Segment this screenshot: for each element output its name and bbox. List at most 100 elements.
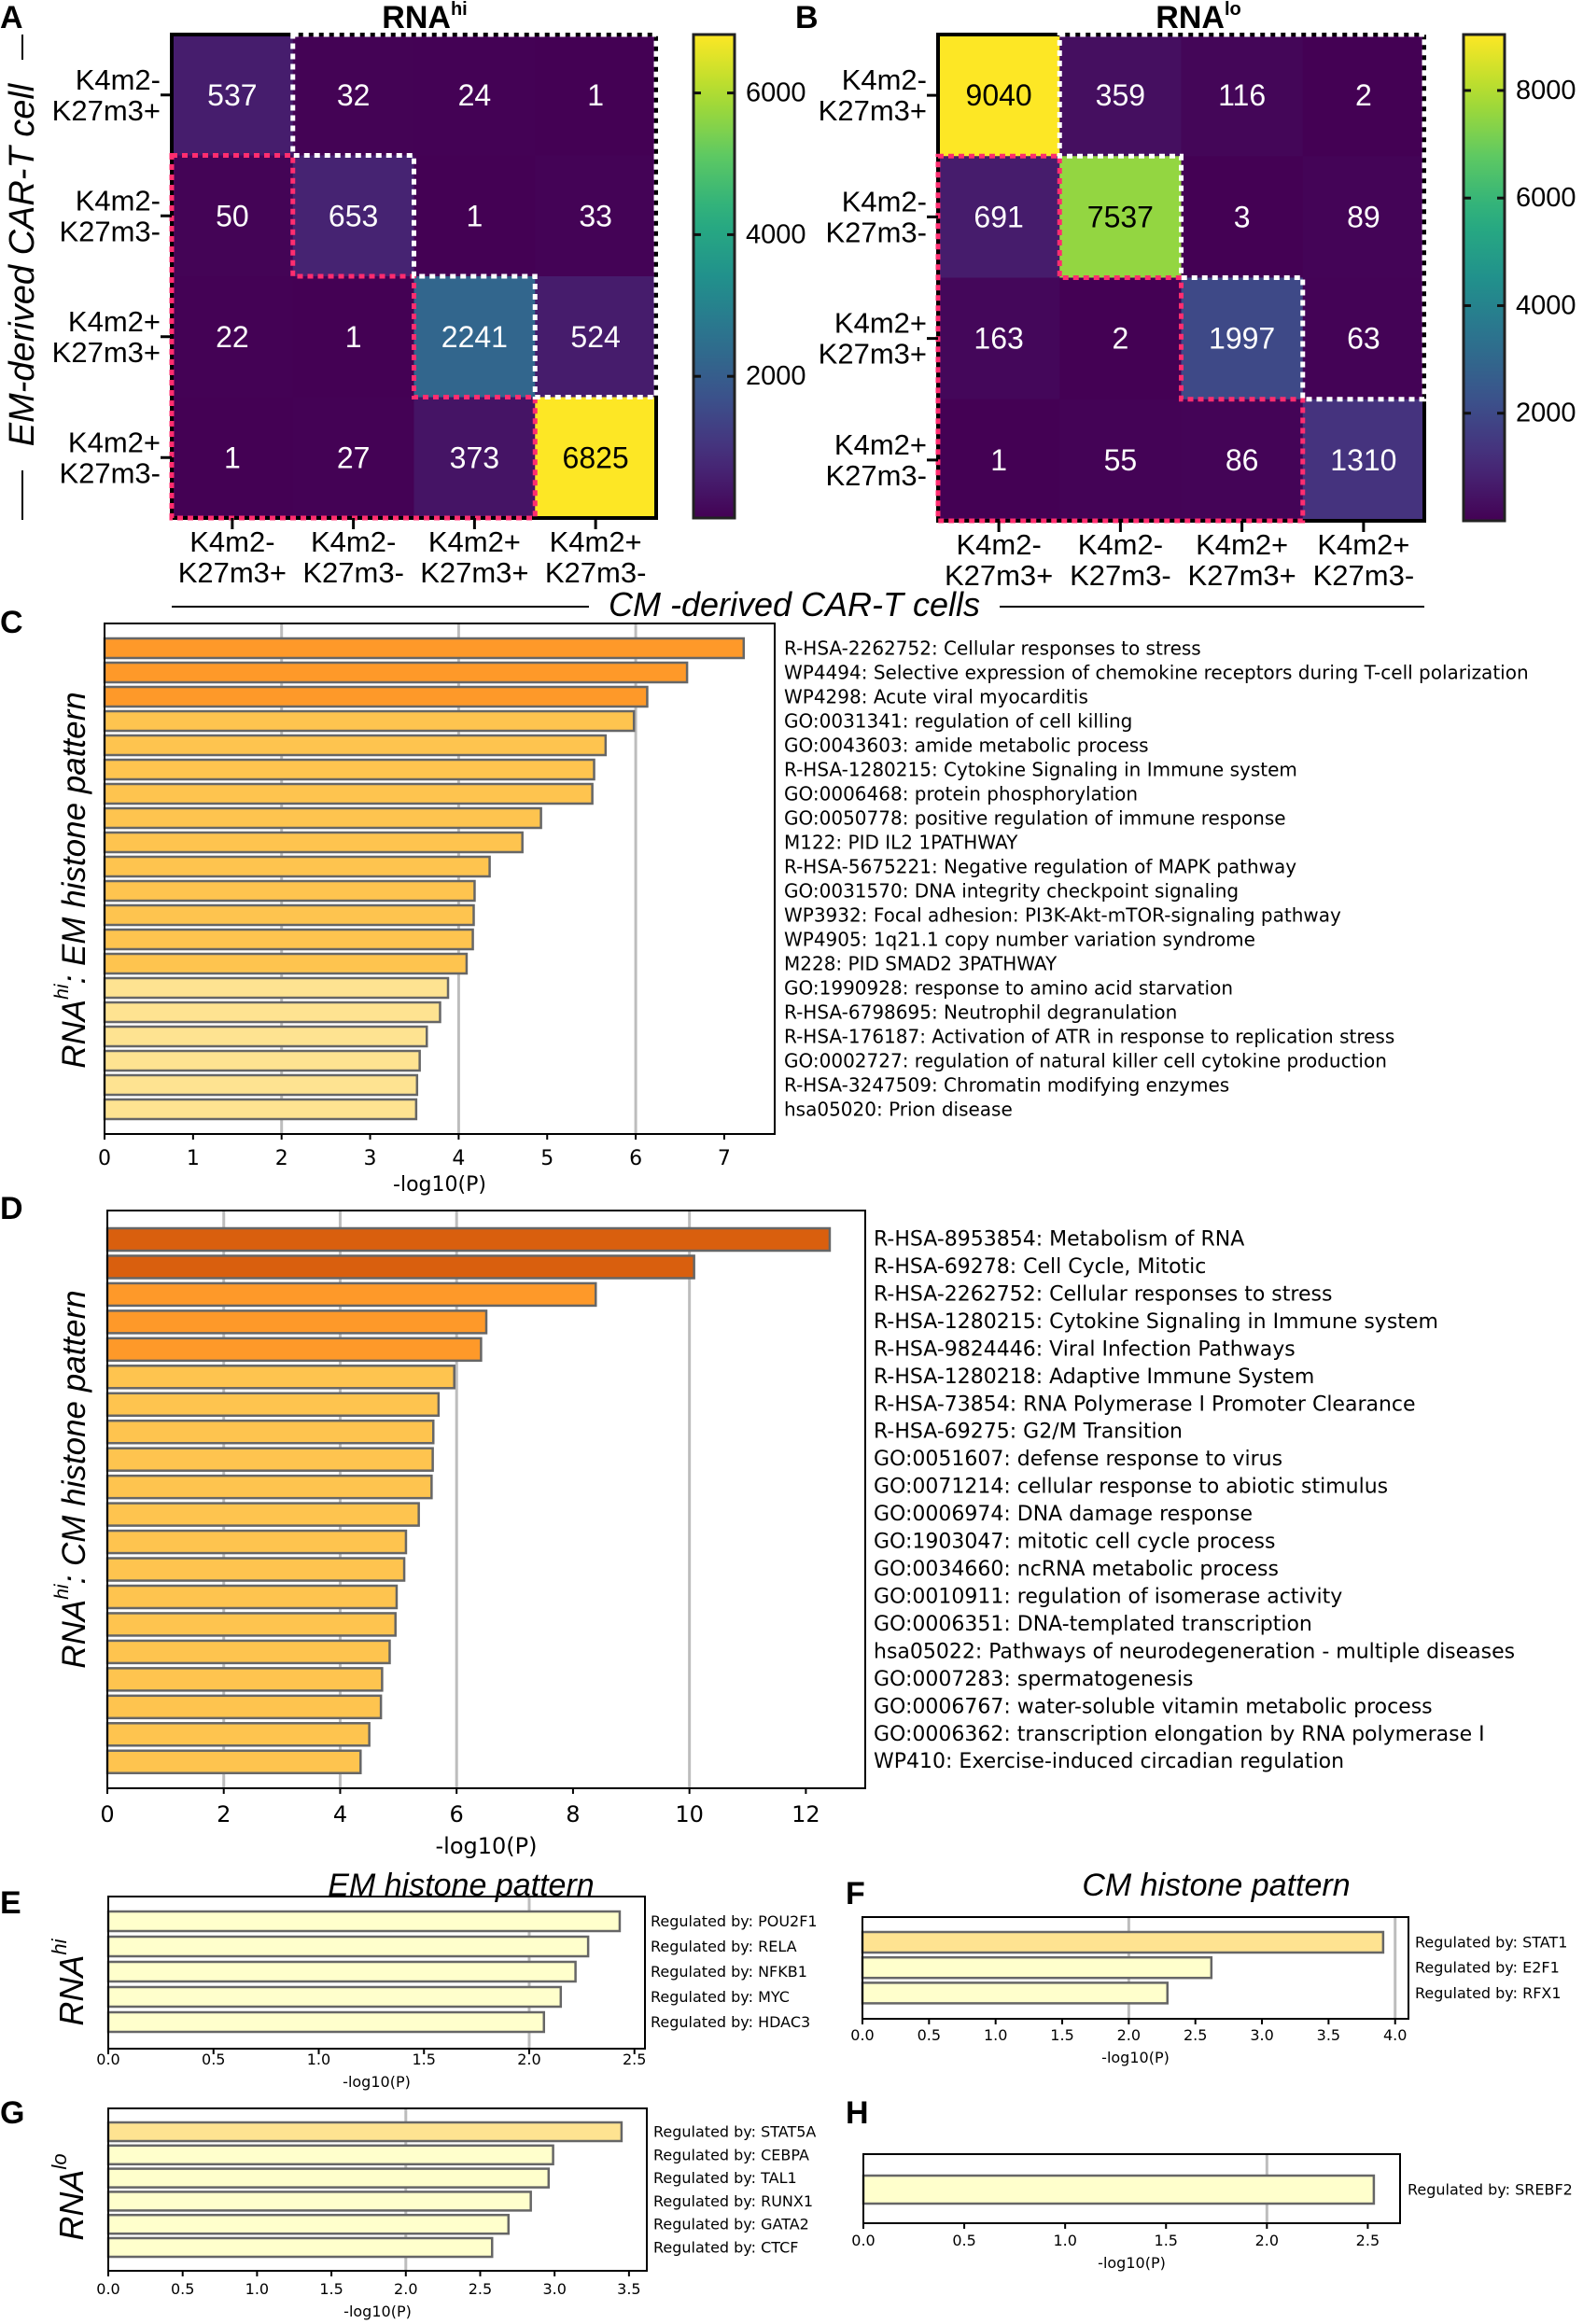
bar bbox=[105, 1337, 483, 1363]
bar bbox=[103, 685, 649, 708]
heatmap-title: RNAlo bbox=[1156, 0, 1240, 35]
axes-frame bbox=[862, 1916, 1409, 2020]
bar-label: GO:0010911: regulation of isomerase acti… bbox=[874, 1585, 1342, 1608]
bar-label: GO:0007283: spermatogenesis bbox=[874, 1668, 1193, 1691]
x-tick-label: 3.5 bbox=[617, 2280, 640, 2298]
row-label: K27m3- bbox=[825, 216, 927, 248]
row-label: K27m3+ bbox=[819, 338, 927, 371]
y-label-superscript: hi bbox=[48, 1938, 71, 1954]
bar bbox=[106, 1935, 590, 1958]
bar bbox=[106, 2213, 511, 2235]
row-label: K4m2- bbox=[76, 184, 161, 217]
y-label-superscript: hi bbox=[51, 983, 73, 1000]
x-tick-label: 1.5 bbox=[1155, 2232, 1178, 2249]
bar-label: Regulated by: CTCF bbox=[653, 2239, 798, 2257]
cell-value: 163 bbox=[974, 322, 1023, 356]
panel-label: D bbox=[0, 1191, 23, 1226]
upper-triangle-outline bbox=[1057, 32, 1427, 402]
bar bbox=[103, 734, 608, 757]
x-axis-label: -log10(P) bbox=[343, 2303, 412, 2320]
heatmap-cell bbox=[1059, 35, 1182, 157]
cell-value: 1 bbox=[587, 78, 604, 112]
cell-value: 1 bbox=[466, 199, 483, 232]
panel-label: E bbox=[0, 1885, 21, 1921]
bar bbox=[861, 1955, 1213, 1980]
bar-label: Regulated by: GATA2 bbox=[653, 2216, 809, 2233]
heatmap-cell bbox=[292, 35, 414, 156]
bar bbox=[105, 1447, 434, 1472]
x-tick-label: 7 bbox=[718, 1147, 731, 1170]
bar bbox=[105, 1667, 384, 1692]
row-label: K27m3+ bbox=[52, 336, 161, 369]
bar-label: Regulated by: MYC bbox=[651, 1988, 790, 2006]
col-label: K4m2- bbox=[311, 525, 396, 558]
cell-value: 6825 bbox=[563, 441, 629, 474]
heatmap-cell bbox=[413, 35, 536, 156]
heatmap-panel-b: B RNAlo 9040 359 116 2 691 7537 3 89 163 2 1997 63 1 55… bbox=[795, 0, 1576, 592]
bar bbox=[106, 2191, 532, 2212]
heatmap-cell bbox=[1059, 277, 1182, 400]
bar bbox=[103, 1073, 419, 1097]
col-label: K27m3+ bbox=[945, 559, 1053, 592]
x-tick-label: 2.5 bbox=[469, 2280, 492, 2298]
bar-chart-panel-g: G Regulated by: STAT5A Regulated by: CEBPA… bbox=[0, 2095, 816, 2320]
bar bbox=[106, 2010, 546, 2034]
x-tick-label: 1.5 bbox=[1050, 2026, 1073, 2044]
bar-label: R-HSA-8953854: Metabolism of RNA bbox=[874, 1228, 1244, 1252]
bar bbox=[103, 758, 595, 781]
cell-value: 32 bbox=[337, 78, 371, 112]
heatmap-cell bbox=[172, 397, 294, 519]
colorbar bbox=[692, 33, 736, 520]
colorbar-tick-label: 2000 bbox=[746, 361, 806, 391]
heatmap-cell bbox=[938, 277, 1060, 400]
y-axis-label: RNAlo bbox=[48, 2153, 91, 2240]
bar-label: GO:0006351: DNA-templated transcription bbox=[874, 1613, 1312, 1636]
x-tick-label: 6 bbox=[450, 1801, 464, 1827]
heatmap-cell bbox=[1059, 156, 1182, 278]
title-superscript: lo bbox=[1225, 0, 1241, 20]
x-tick-label: 5 bbox=[540, 1147, 553, 1170]
bar-label: Regulated by: TAL1 bbox=[653, 2169, 797, 2187]
panel-label: B bbox=[795, 0, 819, 35]
bar-label: R-HSA-1280218: Adaptive Immune System bbox=[874, 1365, 1314, 1389]
bar bbox=[105, 1694, 383, 1720]
heatmap-cell bbox=[938, 35, 1060, 157]
bar bbox=[103, 928, 474, 951]
cell-value: 33 bbox=[579, 199, 612, 232]
x-tick-label: 0.5 bbox=[952, 2232, 975, 2249]
bar bbox=[106, 2121, 623, 2143]
heatmap-cell bbox=[938, 399, 1060, 522]
heatmap-cell bbox=[292, 397, 414, 519]
y-label-rest: : CM histone pattern bbox=[56, 1290, 92, 1584]
x-tick-label: 0 bbox=[98, 1147, 111, 1170]
cell-value: 3 bbox=[1234, 200, 1251, 233]
bar-label: GO:0006362: transcription elongation by … bbox=[874, 1723, 1485, 1746]
bar-label: M122: PID IL2 1PATHWAY bbox=[784, 832, 1018, 854]
bar bbox=[103, 903, 475, 927]
col-label: K4m2+ bbox=[1196, 528, 1288, 561]
x-tick-label: 2.0 bbox=[1255, 2232, 1279, 2249]
bar-label: Regulated by: POU2F1 bbox=[651, 1912, 818, 1930]
bar bbox=[103, 976, 450, 1000]
x-tick-label: 0.0 bbox=[96, 2280, 119, 2298]
bar bbox=[105, 1392, 441, 1418]
x-tick-label: 1.0 bbox=[245, 2280, 269, 2298]
x-tick-label: 8 bbox=[566, 1801, 580, 1827]
title-superscript: hi bbox=[451, 0, 468, 20]
cell-value: 86 bbox=[1226, 443, 1259, 477]
heatmap-cell bbox=[938, 156, 1060, 278]
cell-value: 2241 bbox=[441, 320, 508, 354]
heatmap-panel-a: A RNAhi 537 32 24 1 50 653 1 33 22 1 2241 524 1 27 373 68… bbox=[0, 0, 806, 589]
y-label-text: RNA bbox=[56, 1600, 92, 1669]
heatmap-cell bbox=[1181, 399, 1304, 522]
col-label: K4m2+ bbox=[1317, 528, 1409, 561]
bar-label: R-HSA-176187: Activation of ATR in respo… bbox=[784, 1026, 1394, 1048]
bar bbox=[106, 2167, 551, 2189]
cell-value: 9040 bbox=[966, 78, 1032, 112]
bar-label: hsa05020: Prion disease bbox=[784, 1099, 1013, 1121]
row-label: K4m2+ bbox=[68, 426, 161, 458]
bar-label: Regulated by: NFKB1 bbox=[651, 1963, 807, 1981]
col-label: K27m3- bbox=[302, 556, 404, 589]
bar bbox=[103, 831, 524, 854]
bar-label: GO:0006974: DNA damage response bbox=[874, 1503, 1253, 1526]
